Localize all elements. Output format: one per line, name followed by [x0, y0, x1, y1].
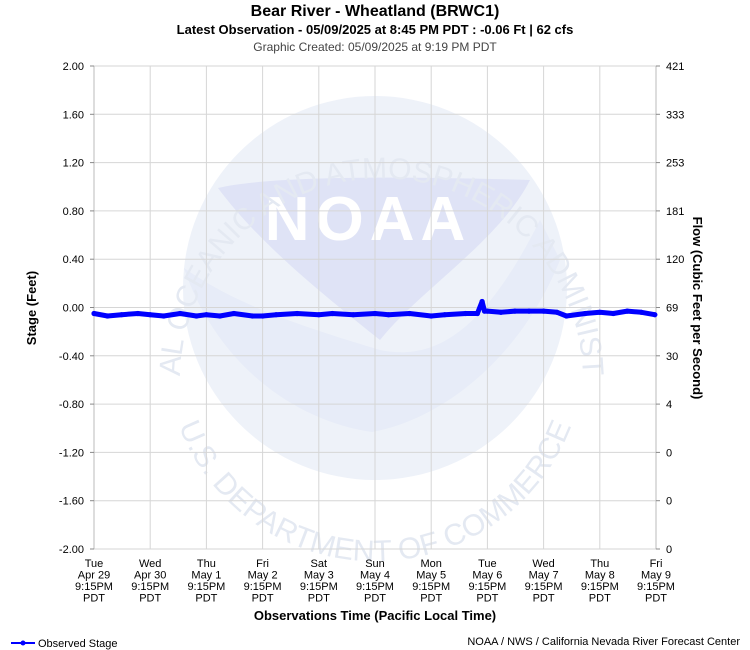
observed-stage-point — [652, 312, 658, 318]
observed-stage-point — [541, 308, 547, 314]
y2-tick-label: 421 — [666, 61, 684, 73]
x-tick-label: Sun May 4 9:15PM PDT — [356, 558, 394, 605]
noaa-logo-text: NOAA — [265, 185, 472, 254]
y2-tick-label: 30 — [666, 351, 678, 363]
y-tick-label: 0.40 — [63, 254, 84, 266]
observed-stage-point — [385, 312, 392, 318]
legend-label: Observed Stage — [38, 638, 118, 650]
y2-tick-label: 0 — [666, 447, 672, 459]
observed-stage-point — [479, 298, 485, 305]
observed-stage-point — [294, 310, 300, 317]
y2-tick-label: 69 — [666, 303, 678, 315]
chart-created-note: Graphic Created: 05/09/2025 at 9:19 PM P… — [253, 40, 497, 54]
grid-layer — [93, 65, 657, 550]
y-tick-label: -1.60 — [59, 496, 84, 508]
x-tick-label: Fri May 9 9:15PM PDT — [637, 558, 675, 605]
y2-tick-label: 120 — [666, 254, 684, 266]
y-axis-label: Stage (Feet) — [24, 271, 39, 345]
observed-stage-point — [610, 310, 616, 317]
y-tick-label: 0.00 — [63, 303, 84, 315]
y2-tick-label: 333 — [666, 109, 684, 121]
observed-stage-point — [273, 312, 279, 318]
x-tick-label: Tue Apr 29 9:15PM PDT — [75, 558, 113, 605]
observed-stage-point — [554, 309, 560, 315]
observed-stage-line — [91, 299, 658, 319]
tick-layer: 2.00 421 1.60 333 1.20 253 0.80 181 0.40 120 0.00 6… — [59, 61, 684, 605]
x-tick-label: Thu May 1 9:15PM PDT — [187, 558, 225, 605]
x-tick-label: Wed Apr 30 9:15PM PDT — [131, 558, 169, 605]
y-tick-label: -2.00 — [59, 544, 84, 556]
observed-stage-point — [329, 310, 335, 317]
x-tick-label: Sat May 3 9:15PM PDT — [300, 558, 338, 605]
chart-title: Bear River - Wheatland (BRWC1) — [251, 3, 500, 20]
observed-stage-point — [316, 312, 322, 318]
observed-stage-point — [104, 313, 111, 319]
x-axis-label: Observations Time (Pacific Local Time) — [254, 608, 496, 623]
observed-stage-point — [161, 313, 167, 319]
y2-tick-label: 253 — [666, 158, 684, 170]
x-tick-label: Tue May 6 9:15PM PDT — [468, 558, 506, 605]
y2-tick-label: 181 — [666, 206, 684, 218]
y-tick-label: -0.40 — [59, 351, 84, 363]
x-tick-label: Fri May 2 9:15PM PDT — [244, 558, 282, 605]
y2-axis-label: Flow (Cubic Feet per Second) — [690, 217, 705, 400]
x-tick-label: Mon May 5 9:15PM PDT — [412, 558, 450, 605]
y2-tick-label: 0 — [666, 544, 672, 556]
observed-stage-point — [231, 310, 237, 317]
y-tick-label: -0.80 — [59, 399, 84, 411]
observed-stage-point — [350, 312, 356, 318]
observed-stage-point — [250, 313, 256, 319]
observed-stage-point — [597, 309, 603, 315]
observed-stage-point — [177, 310, 183, 317]
y2-tick-label: 4 — [666, 399, 672, 411]
noaa-emblem-wave — [184, 220, 560, 432]
observed-stage-point — [135, 310, 141, 317]
observed-stage-point — [512, 308, 518, 314]
noaa-watermark: NOAA NATIONAL OCEANIC AND ATMOSPHERIC AD… — [0, 0, 609, 568]
observed-stage-point — [118, 312, 125, 318]
observed-stage-point — [442, 312, 448, 318]
observed-stage-point — [91, 310, 97, 317]
credit-text: NOAA / NWS / California Nevada River For… — [467, 636, 740, 648]
observed-stage-point — [526, 308, 532, 314]
legend-swatch-dot — [20, 640, 26, 646]
observed-stage-point — [372, 310, 378, 317]
y-tick-label: -1.20 — [59, 447, 84, 459]
legend: Observed Stage — [11, 638, 118, 650]
observed-stage-point — [582, 310, 588, 317]
observed-stage-point — [406, 310, 413, 317]
y-tick-label: 1.20 — [63, 158, 84, 170]
y2-tick-label: 0 — [666, 496, 672, 508]
y-tick-label: 2.00 — [63, 61, 84, 73]
observed-stage-point — [484, 308, 490, 314]
observed-stage-point — [624, 308, 630, 314]
observed-stage-point — [428, 313, 434, 319]
x-tick-label: Wed May 7 9:15PM PDT — [525, 558, 563, 605]
observed-stage-point — [193, 313, 199, 319]
x-tick-label: Thu May 8 9:15PM PDT — [581, 558, 619, 605]
y-tick-label: 1.60 — [63, 109, 84, 121]
observed-stage-point — [498, 309, 504, 315]
observed-stage-point — [474, 310, 480, 317]
observed-stage-point — [563, 313, 570, 319]
observed-stage-point — [463, 310, 469, 317]
series-layer — [91, 298, 658, 319]
observed-stage-point — [638, 309, 645, 315]
chart-subtitle: Latest Observation - 05/09/2025 at 8:45 … — [177, 22, 574, 37]
observed-stage-point — [147, 312, 153, 318]
observed-stage-point — [217, 313, 223, 319]
observed-stage-point — [260, 313, 266, 319]
y-tick-label: 0.80 — [63, 206, 84, 218]
observed-stage-point — [203, 312, 209, 318]
